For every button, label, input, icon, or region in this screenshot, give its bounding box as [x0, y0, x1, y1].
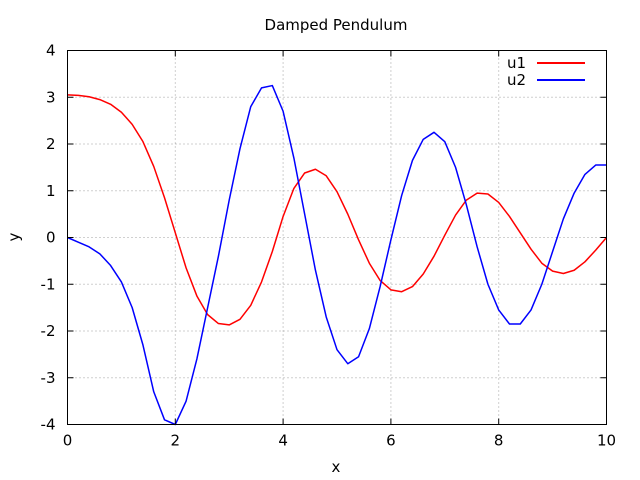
y-tick-label: 3 [46, 88, 56, 106]
series-layer [67, 84, 608, 426]
y-tick-label: -3 [41, 369, 56, 387]
axis-ticks: 0 2 4 6 8 10 -4 -3 -2 -1 0 1 2 3 4 [41, 42, 617, 450]
x-tick-label: 0 [63, 432, 73, 450]
series-line-u1 [67, 94, 608, 326]
y-tick-label: 4 [46, 42, 56, 60]
y-axis-label: y [5, 232, 23, 241]
x-tick-label: 6 [386, 432, 396, 450]
y-tick-label: 2 [46, 135, 56, 153]
x-tick-label: 10 [597, 432, 616, 450]
series-line-u2 [67, 84, 607, 426]
y-tick-label: -1 [41, 275, 56, 293]
legend-label-u1: u1 [507, 54, 526, 72]
chart-title: Damped Pendulum [265, 16, 408, 34]
legend-label-u2: u2 [507, 71, 526, 89]
x-tick-label: 8 [494, 432, 504, 450]
x-tick-label: 4 [278, 432, 288, 450]
y-tick-label: -2 [41, 322, 56, 340]
x-axis-label: x [332, 458, 341, 476]
y-tick-label: 0 [46, 229, 56, 247]
x-tick-label: 2 [171, 432, 181, 450]
y-tick-label: 1 [46, 182, 56, 200]
y-tick-label: -4 [41, 416, 56, 434]
